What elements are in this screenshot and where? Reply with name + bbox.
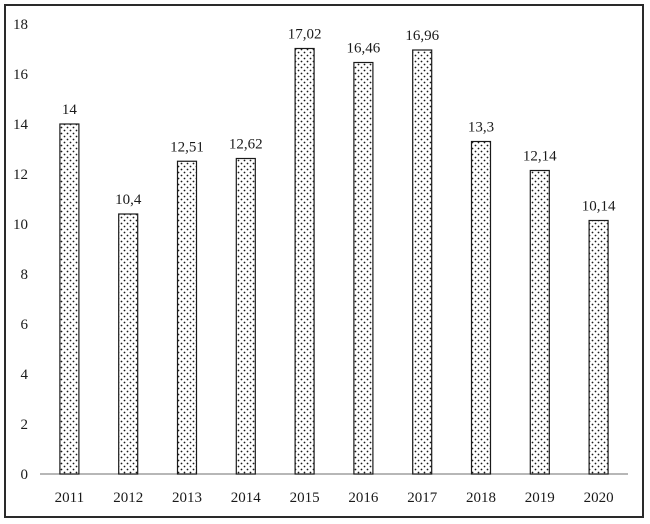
bar-2013 <box>176 160 198 475</box>
bar-2015 <box>294 47 315 475</box>
data-label-2018: 13,3 <box>468 120 494 136</box>
category-label-2018: 2018 <box>466 490 496 506</box>
y-tick-label: 18 <box>13 17 28 33</box>
y-axis-ticks: 0 2 4 6 8 10 12 14 16 18 <box>13 17 29 483</box>
data-label-2012: 10,4 <box>115 192 142 208</box>
y-tick-label: 2 <box>21 417 29 433</box>
category-label-2013: 2013 <box>172 490 202 506</box>
data-labels-group: 14 10,4 12,51 12,62 17,02 16,46 16,96 13,3 12,14… <box>62 27 616 215</box>
bar-2016 <box>353 61 374 475</box>
y-tick-label: 8 <box>21 267 29 283</box>
bar-2017 <box>412 49 433 475</box>
category-labels-group: 2011 2012 2013 2014 2015 2016 2017 2018 2019 2020 <box>55 490 614 506</box>
y-tick-label: 4 <box>21 367 29 383</box>
bars-group <box>59 47 609 475</box>
bar-2012 <box>118 213 139 475</box>
bar-2020 <box>588 219 609 475</box>
bar-2011 <box>59 123 80 475</box>
bar-2014 <box>235 157 256 475</box>
category-label-2012: 2012 <box>113 490 143 506</box>
y-tick-label: 0 <box>21 467 29 483</box>
category-label-2011: 2011 <box>55 490 84 506</box>
category-label-2017: 2017 <box>407 490 438 506</box>
data-label-2019: 12,14 <box>523 149 557 165</box>
category-label-2014: 2014 <box>231 490 262 506</box>
category-label-2016: 2016 <box>348 490 379 506</box>
category-label-2020: 2020 <box>584 490 614 506</box>
data-label-2013: 12,51 <box>170 139 204 155</box>
y-tick-label: 16 <box>13 67 29 83</box>
y-tick-label: 10 <box>13 217 28 233</box>
data-label-2017: 16,96 <box>405 28 439 44</box>
data-label-2016: 16,46 <box>347 41 381 57</box>
category-label-2015: 2015 <box>290 490 320 506</box>
bar-2019 <box>529 169 550 475</box>
bar-2018 <box>470 140 492 475</box>
y-tick-label: 12 <box>13 167 28 183</box>
data-label-2020: 10,14 <box>582 199 616 215</box>
data-label-2014: 12,62 <box>229 137 263 153</box>
y-tick-label: 14 <box>13 117 29 133</box>
y-tick-label: 6 <box>21 317 29 333</box>
category-label-2019: 2019 <box>525 490 555 506</box>
data-label-2015: 17,02 <box>288 27 322 43</box>
data-label-2011: 14 <box>62 102 78 118</box>
